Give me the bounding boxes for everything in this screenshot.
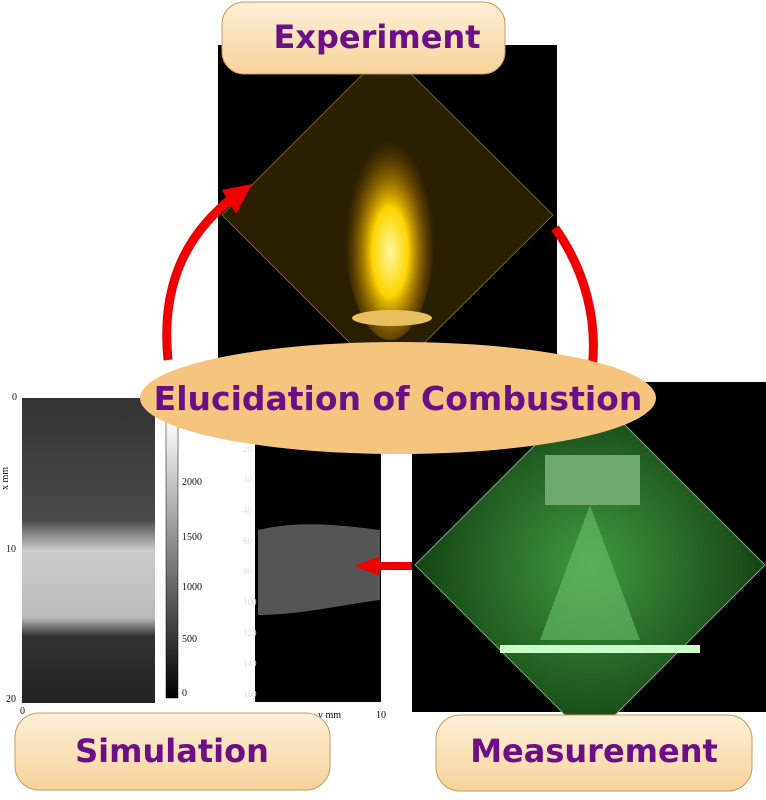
tick-label: 1500 [182, 532, 202, 543]
tick-label: 10 [376, 710, 386, 721]
tick-label: 2000 [182, 477, 202, 488]
tick-label: 20 [243, 444, 253, 454]
tick-label: 140 [243, 658, 257, 668]
tick-label: 500 [182, 634, 197, 645]
tick-label: 100 [243, 597, 257, 607]
colorbar [165, 419, 179, 699]
laser-sheet [500, 645, 700, 653]
simulation-box [14, 712, 331, 791]
axis-label: x mm [0, 467, 11, 490]
burner [352, 310, 432, 326]
tick-label: 0 [12, 392, 17, 403]
arrowhead [222, 184, 252, 214]
measurement-label: Measurement [470, 732, 718, 770]
tick-label: 20 [6, 694, 16, 705]
tick-label: 0 [20, 706, 25, 717]
tick-label: 120 [243, 628, 257, 638]
axis-label: y mm [318, 710, 341, 721]
tick-label: 1000 [182, 582, 202, 593]
tick-label: 80 [243, 567, 253, 577]
arrow-arc [162, 191, 239, 361]
tick-label: 40 [243, 505, 253, 515]
nozzle [545, 455, 640, 505]
center-ellipse [140, 342, 656, 454]
experiment-box [221, 1, 506, 75]
tick-label: 0 [182, 688, 187, 699]
tick-label: 160 [243, 689, 257, 699]
measurement-box [435, 714, 753, 792]
spray-region [258, 524, 380, 615]
simulation-label: Simulation [75, 732, 269, 770]
simulation-image [22, 398, 155, 703]
flame [345, 120, 435, 340]
spray [540, 505, 640, 640]
tick-label: 60 [243, 536, 253, 546]
arrow-arc [551, 225, 598, 371]
tick-label: 30 [243, 475, 253, 485]
arrow [354, 556, 412, 576]
experiment-label: Experiment [274, 18, 481, 56]
tick-label: 10 [6, 544, 16, 555]
center-label: Elucidation of Combustion [154, 379, 643, 418]
